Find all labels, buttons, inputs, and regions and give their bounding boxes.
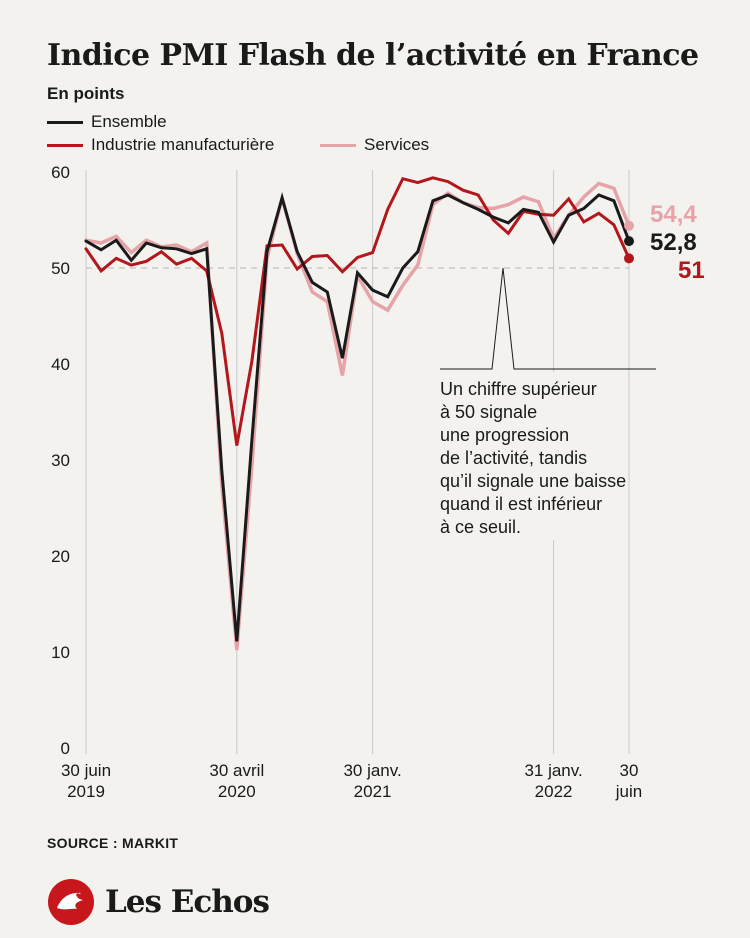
legend-label-services: Services <box>364 135 430 154</box>
y-tick-label: 50 <box>51 259 70 278</box>
rooster-logo-icon <box>48 879 94 925</box>
y-tick-label: 0 <box>61 739 70 758</box>
x-tick-label: 2021 <box>354 782 392 801</box>
x-tick-label: 2020 <box>218 782 256 801</box>
legend-item-services: Services <box>320 135 429 155</box>
series-layer <box>84 176 631 651</box>
x-tick-label: 31 janv. <box>524 761 582 780</box>
y-tick-label: 30 <box>51 451 70 470</box>
les-echos-logo: Les Echos <box>47 878 270 926</box>
end-label-industrie: 51 <box>678 257 705 284</box>
x-tick-label: juin <box>615 782 642 801</box>
chart-title: Indice PMI Flash de l’activité en France <box>47 38 699 73</box>
legend-swatch-ensemble <box>47 120 83 124</box>
end-label-services: 54,4 <box>650 201 697 228</box>
annotation-line: qu’il signale une baisse <box>440 471 626 491</box>
annotation-layer <box>436 267 656 540</box>
grid-layer <box>85 170 630 754</box>
annotation-line: de l’activité, tandis <box>440 448 587 468</box>
source-note: SOURCE : MARKIT <box>47 835 179 851</box>
end-label-ensemble: 52,8 <box>650 229 697 256</box>
x-tick-label: 30 <box>620 761 639 780</box>
annotation-line: quand il est inférieur <box>440 494 602 514</box>
x-tick-label: 2022 <box>535 782 573 801</box>
annotation-line: à ce seuil. <box>440 517 521 537</box>
legend-item-ensemble: Ensemble <box>47 112 167 132</box>
legend-item-industrie: Industrie manufacturière <box>47 135 274 155</box>
logo-text: Les Echos <box>105 884 270 920</box>
x-tick-label: 30 juin <box>61 761 111 780</box>
x-tick-label: 30 avril <box>209 761 264 780</box>
legend-label-industrie: Industrie manufacturière <box>91 135 275 154</box>
chart-plot: Un chiffre supérieur à 50 signale une prog… <box>51 163 705 801</box>
annotation-background <box>436 372 628 540</box>
x-tick-label: 2019 <box>67 782 105 801</box>
annotation-text: Un chiffre supérieur à 50 signale une prog… <box>440 379 626 537</box>
legend-swatch-services <box>320 143 356 147</box>
annotation-callout <box>440 267 656 370</box>
end-label-layer: 54,4 52,8 51 <box>624 201 705 284</box>
y-tick-label: 60 <box>51 163 70 182</box>
annotation-line: Un chiffre supérieur <box>440 379 597 399</box>
end-dot-ensemble <box>624 236 634 247</box>
y-tick-label: 40 <box>51 355 70 374</box>
legend-swatch-industrie <box>47 143 83 147</box>
chart-subtitle: En points <box>47 84 125 103</box>
x-tick-label: 30 janv. <box>343 761 401 780</box>
end-dot-industrie <box>624 253 634 264</box>
y-tick-label: 10 <box>51 643 70 662</box>
tick-layer: 30 juin 2019 30 avril 2020 30 janv. 2021 31 ja… <box>51 163 642 801</box>
y-tick-label: 20 <box>51 547 70 566</box>
end-dot-services <box>624 220 634 231</box>
series-line-0 <box>84 192 631 642</box>
legend-label-ensemble: Ensemble <box>91 112 167 131</box>
annotation-line: à 50 signale <box>440 402 537 422</box>
annotation-line: une progression <box>440 425 569 445</box>
